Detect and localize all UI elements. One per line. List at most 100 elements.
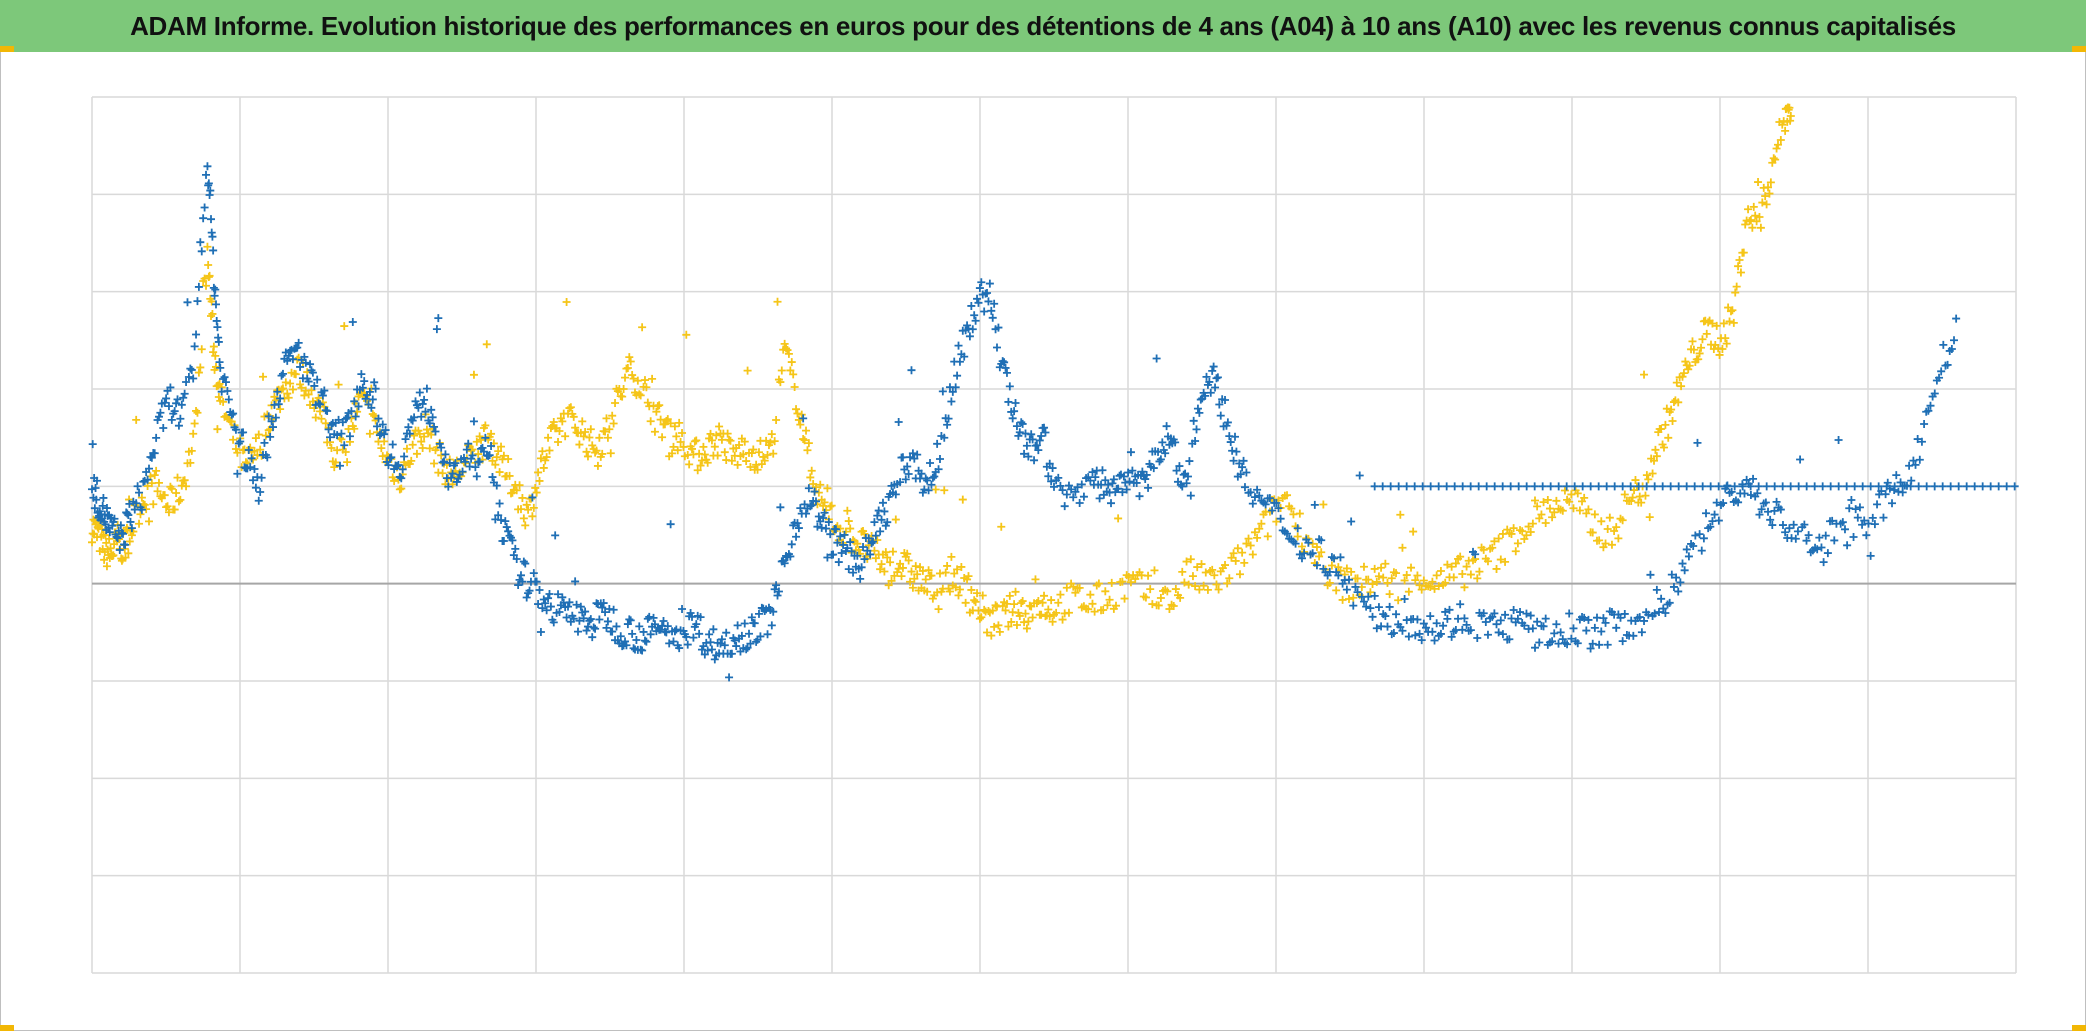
series-blue-point <box>1830 536 1839 545</box>
series-yellow-point <box>1084 605 1093 614</box>
series-blue-flat-point <box>1914 482 1923 491</box>
series-blue-point <box>575 616 584 625</box>
series-yellow-point <box>595 433 604 442</box>
series-yellow-point <box>1022 624 1031 633</box>
corner-handle-top-right[interactable] <box>2072 46 2086 52</box>
series-blue-point <box>776 503 785 512</box>
series-yellow-point <box>678 428 687 437</box>
series-blue-point <box>126 517 135 526</box>
series-blue-flat-point <box>1842 482 1851 491</box>
series-yellow-point <box>1385 590 1394 599</box>
series-yellow-point <box>102 562 111 571</box>
series-yellow-point <box>1101 587 1110 596</box>
series-yellow-point <box>1312 543 1321 552</box>
series-blue-point <box>750 619 759 628</box>
series-blue-point <box>609 605 618 614</box>
series-blue-point <box>1041 428 1050 437</box>
series-blue-point <box>1481 618 1490 627</box>
series-yellow-point <box>593 461 602 470</box>
series-yellow-point <box>743 366 752 375</box>
series-yellow-point <box>1739 248 1748 257</box>
series-yellow-point <box>1732 282 1741 291</box>
series-yellow-point <box>288 385 297 394</box>
series-blue-point <box>1342 585 1351 594</box>
corner-handle-bottom-left[interactable] <box>0 1025 14 1031</box>
series-blue-point <box>975 284 984 293</box>
series-blue-point <box>1370 591 1379 600</box>
series-blue-point <box>123 509 132 518</box>
series-blue-point <box>425 419 434 428</box>
series-yellow-point <box>205 271 214 280</box>
series-blue-point <box>1526 611 1535 620</box>
corner-handle-bottom-right[interactable] <box>2072 1025 2086 1031</box>
series-blue-point <box>1209 362 1218 371</box>
series-blue-point <box>746 639 755 648</box>
series-blue-flat-point <box>1394 482 1403 491</box>
series-yellow-point <box>1208 565 1217 574</box>
series-blue-point <box>420 395 429 404</box>
series-blue-point <box>294 338 303 347</box>
series-yellow-point <box>317 414 326 423</box>
series-yellow-point <box>1650 456 1658 465</box>
series-blue-point <box>203 162 212 171</box>
series-blue-point <box>1073 483 1082 492</box>
series-blue-point <box>542 606 551 615</box>
series-yellow-point <box>958 495 967 504</box>
series-blue-point <box>268 423 277 432</box>
series-blue-flat-point <box>1410 482 1419 491</box>
series-blue-point <box>1400 595 1409 604</box>
series-blue-point <box>1095 494 1104 503</box>
series-yellow-point <box>140 500 149 509</box>
series-blue-point <box>688 612 697 621</box>
series-blue-point <box>943 420 952 429</box>
series-blue-point <box>1118 488 1127 497</box>
series-yellow-point <box>717 435 726 444</box>
series-blue-point <box>770 585 779 594</box>
series-yellow-point <box>964 572 973 581</box>
series-blue-point <box>1045 459 1054 468</box>
series-blue-flat-point <box>1762 482 1771 491</box>
series-blue-point <box>1766 515 1775 524</box>
series-blue-point <box>683 640 692 649</box>
series-blue-point <box>904 470 913 479</box>
series-yellow-point <box>1513 539 1522 548</box>
series-yellow-point <box>1075 583 1084 592</box>
series-yellow-point <box>1002 599 1011 608</box>
series-blue-point <box>1866 551 1875 560</box>
series-yellow-point <box>1456 552 1465 561</box>
series-blue-point <box>1372 624 1381 633</box>
series-yellow-point <box>898 563 907 572</box>
series-yellow-point <box>1661 420 1670 429</box>
series-yellow-point <box>1402 571 1411 580</box>
series-yellow-point <box>1434 582 1443 591</box>
series-blue-point <box>434 314 443 323</box>
series-blue-point <box>306 360 315 369</box>
series-blue-point <box>1107 499 1116 508</box>
series-yellow-point <box>176 495 185 504</box>
series-yellow-point <box>211 362 220 371</box>
series-yellow-point <box>1722 339 1731 348</box>
series-blue-flat-point <box>1578 482 1587 491</box>
series-blue-point <box>745 629 754 638</box>
series-yellow-point <box>908 583 917 592</box>
series-blue-point <box>102 504 111 513</box>
series-blue-point <box>220 373 229 382</box>
series-yellow-point <box>762 436 771 445</box>
series-yellow-point <box>592 446 601 455</box>
series-blue-point <box>1032 441 1041 450</box>
series-yellow-point <box>340 322 349 331</box>
series-blue-point <box>164 402 173 411</box>
series-blue-point <box>431 427 440 436</box>
series-yellow-point <box>321 419 330 428</box>
series-blue-point <box>629 644 638 653</box>
series-blue-point <box>1385 602 1394 611</box>
series-blue-point <box>1077 480 1086 489</box>
series-yellow-point <box>1336 566 1345 575</box>
series-yellow-point <box>876 565 885 574</box>
series-yellow-point <box>772 415 781 424</box>
corner-handle-top-left[interactable] <box>0 46 14 52</box>
series-blue-point <box>441 450 450 459</box>
series-blue-point <box>992 343 1001 352</box>
series-yellow-point <box>1315 552 1324 561</box>
series-blue-point <box>167 415 176 424</box>
